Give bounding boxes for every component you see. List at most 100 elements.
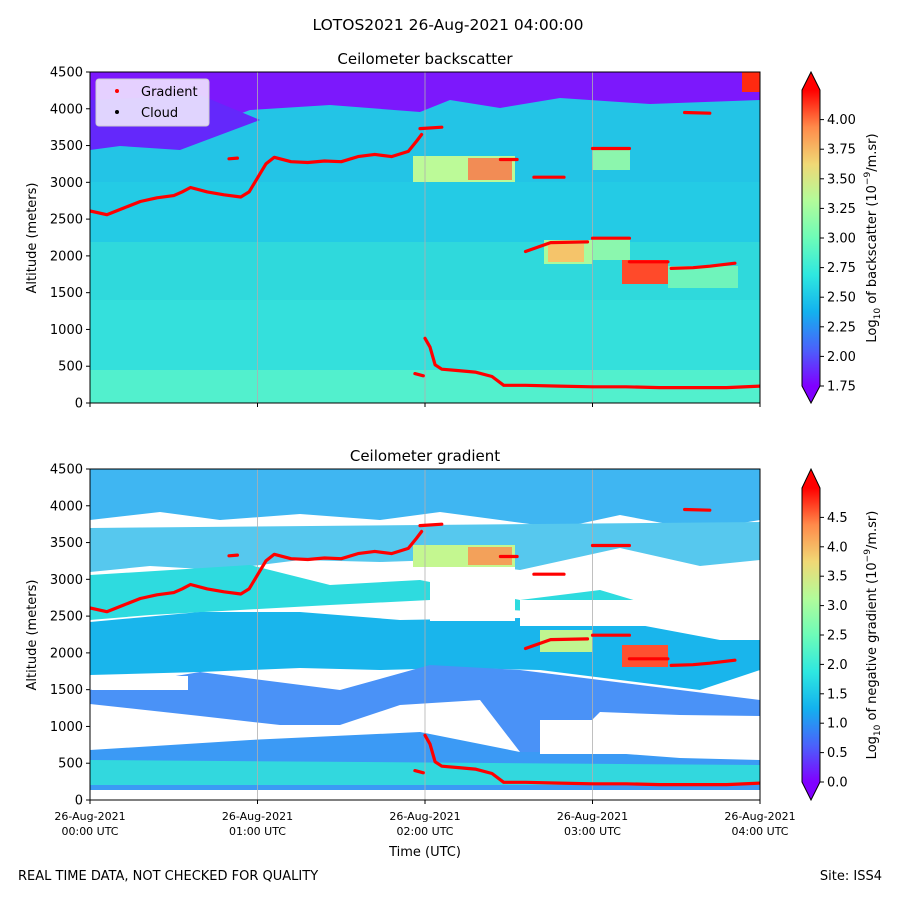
gradient-marker-trace (682, 110, 712, 115)
backscatter-panel: Ceilometer backscatter 0 500 1000 1500 2000 2… (25, 50, 883, 412)
x-tick-time: 04:00 UTC (731, 825, 788, 838)
backscatter-layer-1900 (622, 260, 668, 284)
backscatter-title: Ceilometer backscatter (337, 50, 513, 68)
gradient-ylabel: Altitude (meters) (25, 580, 40, 691)
backscatter-colorbar: 1.75 2.00 2.25 2.50 2.75 3.00 3.25 3.50 3.75 4.00… (801, 70, 883, 405)
gradient-gap-1500 (92, 676, 188, 690)
gradient-marker-trace (523, 637, 590, 651)
gradient-marker-trace (90, 529, 424, 614)
gradient-marker-trace (682, 507, 712, 512)
backscatter-ylabel: Altitude (meters) (25, 183, 40, 294)
colorbar-tick-label: 4.0 (827, 540, 848, 555)
y-tick-label: 3500 (50, 139, 83, 154)
backscatter-colorbar-min-arrow (802, 386, 820, 403)
colorbar-tick-label: 1.75 (827, 380, 856, 395)
x-tick-time: 01:00 UTC (229, 825, 286, 838)
colorbar-tick-label: 3.25 (827, 202, 856, 217)
gradient-marker-trace (423, 733, 760, 787)
legend-gradient-label: Gradient (141, 85, 198, 100)
x-tick-date: 26-Aug-2021 (222, 810, 293, 823)
backscatter-x-ticks (89, 403, 761, 407)
y-tick-label: 2500 (50, 213, 83, 228)
gradient-marker-trace (669, 261, 737, 270)
y-tick-label: 0 (75, 397, 83, 412)
y-tick-label: 2000 (50, 249, 83, 264)
colorbar-tick-label: 3.50 (827, 172, 856, 187)
gradient-marker-trace (413, 372, 425, 378)
colorbar-tick-label: 3.0 (827, 599, 848, 614)
colorbar-tick-label: 2.0 (827, 658, 848, 673)
y-tick-label: 500 (58, 360, 83, 375)
gradient-gap-1200 (90, 718, 160, 744)
gradient-marker-trace (227, 156, 239, 161)
colorbar-tick-label: 2.00 (827, 350, 856, 365)
backscatter-layer-3450 (592, 148, 630, 170)
colorbar-tick-label: 3.75 (827, 143, 856, 158)
gradient-marker-trace (669, 658, 737, 668)
backscatter-layer-2000-core (548, 244, 584, 262)
colorbar-tick-label: 0.5 (827, 746, 848, 761)
y-tick-label: 1000 (50, 720, 83, 735)
gradient-marker-trace (418, 522, 444, 528)
gradient-colorbar-label: Log10 of negative gradient (10−9/m.sr) (863, 511, 883, 760)
gradient-gap-2600 (430, 566, 515, 621)
gradient-marker-trace (523, 240, 590, 254)
colorbar-tick-label: 1.0 (827, 717, 848, 732)
backscatter-colorbar-max-arrow (802, 72, 820, 90)
backscatter-colorbar-body (802, 90, 820, 386)
gradient-colorbar-max-arrow (802, 469, 820, 488)
colorbar-tick-label: 2.75 (827, 261, 856, 276)
colorbar-tick-label: 4.00 (827, 113, 856, 128)
colorbar-tick-label: 2.50 (827, 291, 856, 306)
y-tick-label: 500 (58, 757, 83, 772)
gradient-marker-trace (90, 132, 424, 217)
gradient-layer-2000 (540, 630, 592, 652)
gradient-x-axis: 26-Aug-2021 00:00 UTC 26-Aug-2021 01:00 UTC… (54, 800, 796, 838)
gradient-marker-trace (423, 336, 760, 390)
x-tick-time: 03:00 UTC (564, 825, 621, 838)
x-tick-date: 26-Aug-2021 (557, 810, 628, 823)
footer-site: Site: ISS4 (819, 869, 882, 884)
x-tick-date: 26-Aug-2021 (389, 810, 460, 823)
gradient-y-axis: 0 500 1000 1500 2000 2500 3000 3500 4000 4500 (50, 463, 90, 809)
legend-frame (95, 78, 210, 127)
colorbar-tick-label: 3.00 (827, 232, 856, 247)
backscatter-layer-1800 (668, 266, 738, 288)
legend-cloud-marker (115, 110, 119, 114)
legend: Gradient Cloud (95, 78, 210, 127)
gradient-marker-trace (413, 768, 425, 775)
y-tick-label: 1500 (50, 683, 83, 698)
gradient-colorbar: 0.0 0.5 1.0 1.5 2.0 2.5 3.0 3.5 4.0 4.5 Log10 of … (801, 467, 883, 802)
x-tick-date: 26-Aug-2021 (724, 810, 795, 823)
y-tick-label: 4500 (50, 463, 83, 478)
gradient-gap-2450 (520, 600, 760, 626)
y-tick-label: 4500 (50, 66, 83, 81)
backscatter-layer-2200 (592, 238, 630, 260)
gradient-marker-trace (227, 553, 239, 558)
gradient-marker-trace (418, 125, 444, 131)
y-tick-label: 2000 (50, 646, 83, 661)
x-tick-time: 02:00 UTC (396, 825, 453, 838)
y-tick-label: 3500 (50, 536, 83, 551)
x-tick-date: 26-Aug-2021 (54, 810, 125, 823)
gradient-layer-1900 (622, 645, 668, 667)
backscatter-layer-4400 (742, 72, 760, 92)
gradient-colorbar-body (802, 488, 820, 782)
y-tick-label: 4000 (50, 102, 83, 117)
colorbar-tick-label: 2.25 (827, 320, 856, 335)
legend-gradient-marker (115, 89, 119, 93)
y-tick-label: 1000 (50, 323, 83, 338)
backscatter-gradient-trace (90, 110, 760, 390)
y-tick-label: 1500 (50, 286, 83, 301)
gradient-gap-800 (540, 720, 760, 754)
y-tick-label: 0 (75, 794, 83, 809)
gradient-title: Ceilometer gradient (350, 447, 500, 465)
colorbar-tick-label: 3.5 (827, 570, 848, 585)
y-tick-label: 2500 (50, 610, 83, 625)
backscatter-colorbar-label: Log10 of backscatter (10−9/m.sr) (863, 133, 883, 342)
gradient-gap-3100 (592, 558, 630, 578)
x-tick-time: 00:00 UTC (61, 825, 118, 838)
backscatter-y-axis: 0 500 1000 1500 2000 2500 3000 3500 4000 4500 (50, 66, 90, 412)
